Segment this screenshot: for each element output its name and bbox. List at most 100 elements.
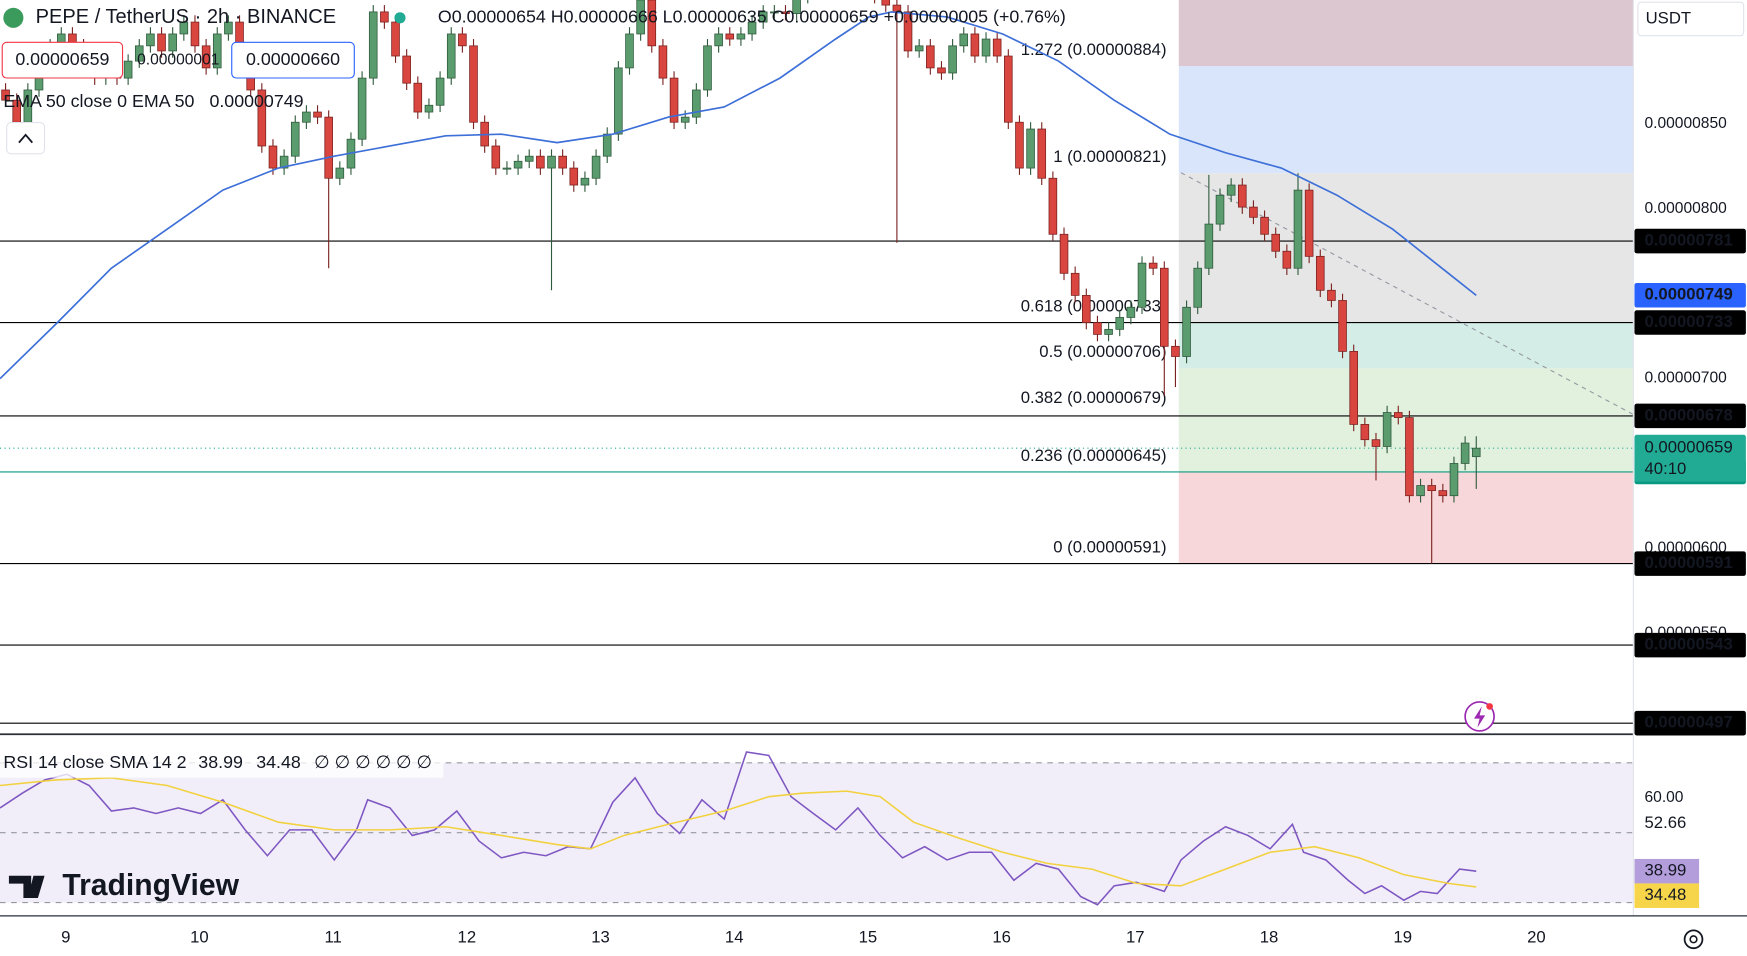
rsi-legend: RSI 14 close SMA 14 2 <box>3 752 186 772</box>
candle-body <box>1048 177 1058 235</box>
price-tag-label: 0.00000543 <box>1644 635 1732 654</box>
x-tick-label: 17 <box>1126 928 1145 947</box>
candle-body <box>1137 262 1147 308</box>
ema-line <box>0 11 1477 380</box>
candle-body <box>1315 255 1325 291</box>
candle-body <box>714 33 723 47</box>
sell-button[interactable] <box>1 41 124 79</box>
y-tick-label: 0.00000800 <box>1644 200 1727 217</box>
price-tag-label: 0.00000749 <box>1644 285 1732 304</box>
status-dot <box>394 12 406 24</box>
candle-body <box>569 167 579 186</box>
sell-price[interactable]: 0.00000659 <box>15 49 109 69</box>
x-tick-label: 20 <box>1527 928 1546 947</box>
time-axis-bg <box>0 915 1747 956</box>
fib-label: 1 (0.00000821) <box>1053 147 1166 166</box>
candle-body <box>614 67 623 135</box>
fib-label: 0 (0.00000591) <box>1053 537 1166 556</box>
fib-zone <box>1178 66 1634 174</box>
candle-body <box>1037 128 1047 179</box>
buy-price[interactable]: 0.00000660 <box>246 49 340 69</box>
candle-body <box>1148 262 1158 269</box>
candle-body <box>469 45 478 123</box>
currency-label[interactable]: USDT <box>1646 8 1691 27</box>
candle-body <box>1371 439 1381 447</box>
x-tick-label: 16 <box>992 928 1011 947</box>
buy-button[interactable] <box>231 41 355 79</box>
ohlc-legend: O0.00000654 H0.00000666 L0.00000635 C0.0… <box>438 7 1066 27</box>
candle-body <box>157 33 166 52</box>
candle-body <box>914 45 924 52</box>
candle-body <box>179 21 189 35</box>
sma-legend-value: 34.48 <box>256 752 301 772</box>
candle-body <box>302 111 311 123</box>
last-price-tag <box>1634 434 1746 482</box>
candle-body <box>491 145 501 169</box>
price-tag <box>1634 551 1746 576</box>
candle-body <box>926 45 935 69</box>
candle-body <box>391 21 400 57</box>
candle-body <box>168 33 177 52</box>
candle-body <box>736 33 746 40</box>
candle-body <box>201 45 211 69</box>
fib-label: 0.382 (0.00000679) <box>1021 388 1167 407</box>
symbol-title: PEPE / TetherUS · 2h · BINANCE <box>36 6 336 28</box>
candle-body <box>1226 184 1236 196</box>
candle-body <box>1015 121 1024 169</box>
candle-body <box>625 33 634 69</box>
candle-body <box>1026 128 1035 169</box>
candle-body <box>770 11 779 14</box>
fib-zone <box>1178 173 1634 323</box>
candle-body <box>268 145 278 169</box>
candle-body <box>547 155 556 169</box>
last-price-label: 0.00000659 <box>1644 438 1732 457</box>
candle-body <box>1249 206 1258 218</box>
x-tick-label: 19 <box>1393 928 1412 947</box>
candle-body <box>680 116 690 123</box>
candle-body <box>937 67 946 74</box>
candle-body <box>513 160 523 169</box>
candle-body <box>903 11 913 52</box>
candle-body <box>290 121 300 157</box>
price-tag-label: 0.00000497 <box>1644 713 1732 732</box>
candle-body <box>1059 233 1069 274</box>
candle-body <box>212 33 222 69</box>
x-tick-label: 11 <box>324 928 341 947</box>
settings-icon[interactable] <box>1683 929 1704 950</box>
candle-body <box>1070 272 1080 296</box>
price-tag <box>1634 403 1746 429</box>
candle-body <box>703 45 712 91</box>
candle-body <box>981 38 991 57</box>
rsi-tag-label: 34.48 <box>1644 885 1686 904</box>
candle-body <box>1160 267 1169 347</box>
candle-body <box>536 155 545 169</box>
collapse-button[interactable] <box>6 122 46 155</box>
candle-body <box>602 133 612 157</box>
candle-body <box>1349 351 1358 425</box>
ema-legend-value: 0.00000749 <box>209 91 303 111</box>
ema-legend: EMA 50 close 0 EMA 50 <box>3 91 194 111</box>
candle-body <box>1 89 10 101</box>
rsi-legend-bg <box>0 748 444 778</box>
candle-body <box>1471 447 1481 458</box>
fib-zone <box>1178 0 1634 67</box>
currency-dropdown[interactable] <box>1637 1 1745 37</box>
candle-body <box>1193 267 1203 308</box>
fib-label: 1.272 (0.00000884) <box>1021 40 1167 59</box>
price-tag <box>1634 310 1746 335</box>
candle-body <box>636 0 645 35</box>
spread: 0.00000001 <box>137 51 219 68</box>
candle-body <box>1282 250 1292 269</box>
price-tag-label: 0.00000733 <box>1644 312 1732 331</box>
candle-body <box>1382 412 1392 447</box>
candle-body <box>781 11 790 14</box>
candle-body <box>959 33 969 47</box>
price-tag <box>1634 283 1746 308</box>
candle-body <box>324 116 333 179</box>
rsi-legend-extra: ∅ ∅ ∅ ∅ ∅ ∅ <box>314 752 432 772</box>
candle-body <box>970 33 980 57</box>
candle-body <box>725 33 735 40</box>
candle-body <box>1237 184 1247 208</box>
